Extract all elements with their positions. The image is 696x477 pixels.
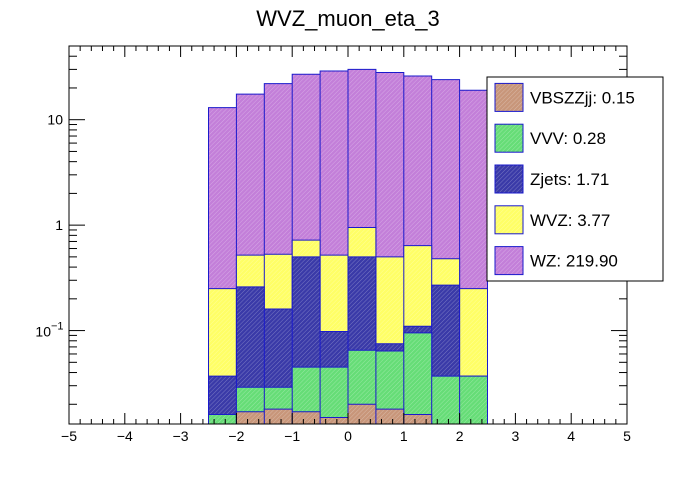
series-outline	[208, 332, 488, 424]
chart-title: WVZ_muon_eta_3	[256, 6, 439, 31]
legend-swatch-vvv	[494, 123, 524, 153]
x-tick-label: 2	[456, 428, 464, 444]
legend-label-wz: WZ: 219.90	[530, 252, 618, 271]
bar	[459, 376, 488, 424]
series-vbszzjj	[235, 403, 433, 424]
legend-label-vbszzjj: VBSZZjj: 0.15	[530, 88, 635, 107]
histogram-stack	[208, 68, 488, 425]
bar	[264, 409, 293, 424]
y-tick-label: 1	[55, 217, 63, 233]
x-tick-label: −5	[61, 428, 77, 444]
x-tick-label: 3	[512, 428, 520, 444]
series-outline	[208, 68, 488, 424]
x-axis: −5 −4 −3 −2 −1 0 1 2 3 4 5	[61, 46, 631, 444]
series-outline	[208, 256, 488, 424]
legend-label-zjets: Zjets: 1.71	[530, 170, 609, 189]
x-tick-label: 5	[623, 428, 631, 444]
bar	[403, 332, 432, 424]
bar	[375, 409, 404, 424]
legend-swatch-wz	[494, 246, 524, 276]
x-tick-label: −4	[117, 428, 133, 444]
x-tick-label: −1	[284, 428, 300, 444]
series-outline	[208, 226, 488, 424]
legend-swatch-zjets	[494, 164, 524, 194]
series-outline	[235, 403, 433, 424]
bar	[348, 404, 376, 424]
x-tick-label: 1	[400, 428, 408, 444]
bar	[320, 417, 348, 424]
bar	[208, 414, 237, 424]
legend-label-vvv: VVV: 0.28	[530, 129, 606, 148]
legend-swatch-wvz	[494, 205, 524, 235]
y-tick-label: 10	[47, 112, 63, 128]
bar	[403, 414, 432, 424]
y-tick-exponent: −1	[51, 321, 64, 333]
legend-swatch-vbszzjj	[494, 82, 524, 112]
bar	[431, 376, 460, 424]
x-tick-label: 0	[344, 428, 352, 444]
bar	[236, 411, 265, 424]
legend: VBSZZjj: 0.15 VVV: 0.28 Zjets: 1.71 WVZ: 3.…	[486, 76, 664, 282]
x-tick-label: −3	[173, 428, 189, 444]
y-tick-label: 10	[35, 324, 51, 340]
bar	[320, 367, 348, 424]
bar	[292, 411, 321, 424]
legend-label-wvz: WVZ: 3.77	[530, 211, 610, 230]
x-tick-label: 4	[567, 428, 575, 444]
x-tick-label: −2	[228, 428, 244, 444]
